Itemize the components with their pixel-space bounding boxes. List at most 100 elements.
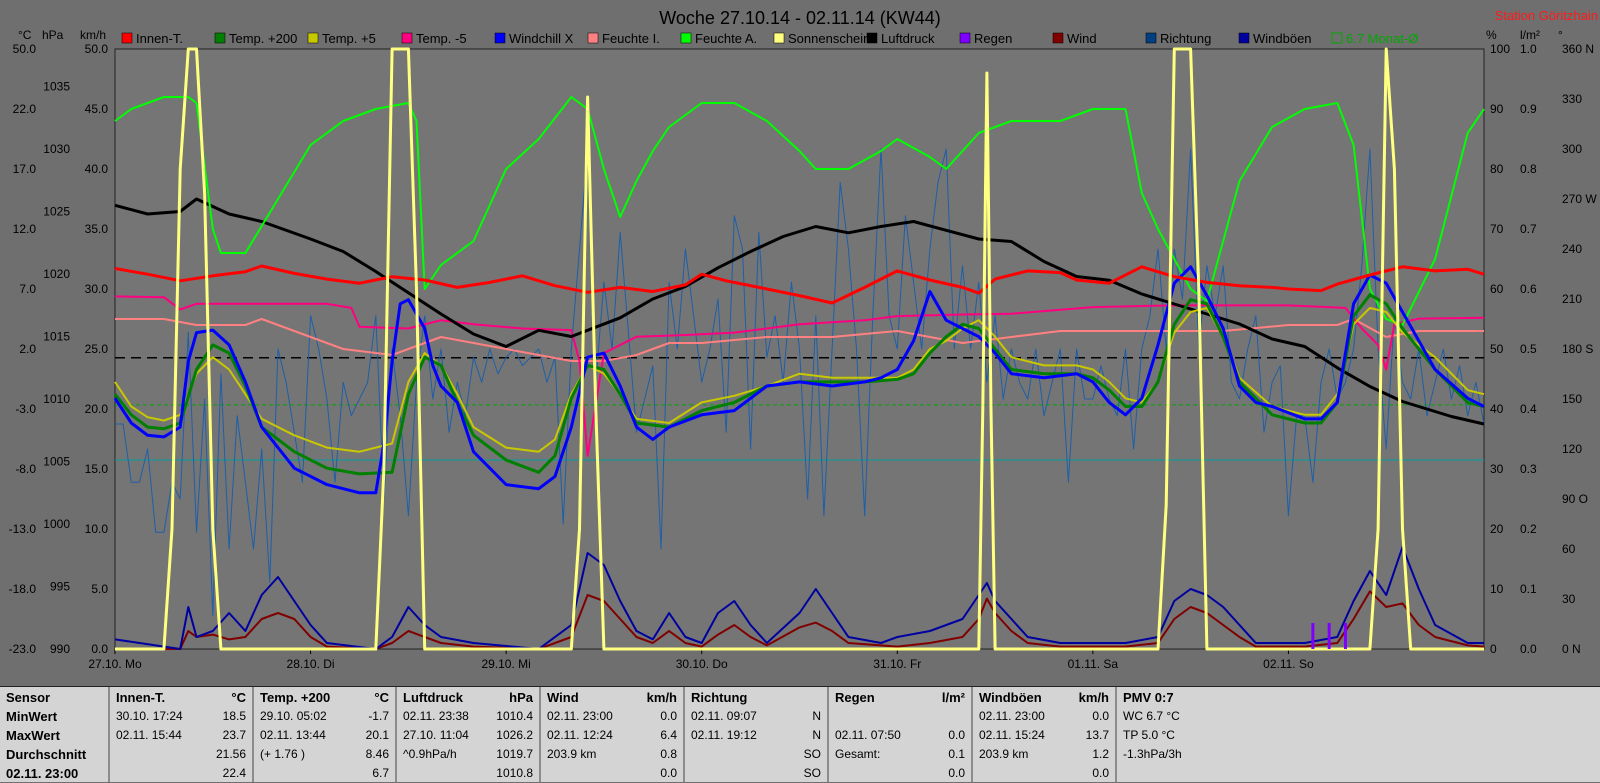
stats-value: 22.4 <box>222 766 246 780</box>
rain-tick-label: 0.9 <box>1520 102 1537 116</box>
series-line-temp-200 <box>113 293 1485 476</box>
stats-panel-pmv: PMV 0:7 WC 6.7 °C TP 5.0 °C -1.3hPa/3h <box>1117 687 1600 782</box>
stats-value: 0.0 <box>1092 766 1109 780</box>
stats-panel-richtung: Richtung 02.11. 09:07 N 02.11. 19:12 N SO … <box>685 687 829 782</box>
axes: 50.0 22.0 17.0 12.0 7.0 2.0 -3.0 -8.0 -13.0 -18.0… <box>9 42 1598 671</box>
legend-label: Temp. -5 <box>416 31 467 46</box>
temp-unit-label: °C <box>18 28 32 42</box>
legend-swatch <box>214 32 226 44</box>
speed-tick-label: 25.0 <box>85 342 109 356</box>
percent-tick-label: 90 <box>1490 102 1504 116</box>
legend-swatch <box>1052 32 1064 44</box>
stats-value: 0.0 <box>1092 709 1109 723</box>
legend-swatch <box>959 32 971 44</box>
station-name: Station Göritzhain <box>1495 8 1598 23</box>
stats-unit: l/m² <box>941 690 965 705</box>
stats-cell <box>691 764 773 783</box>
stats-value: 0.0 <box>948 728 965 742</box>
stats-row-label: MinWert <box>6 709 58 724</box>
pressure-tick-label: 995 <box>50 580 70 594</box>
direction-tick-label: 30 <box>1562 592 1576 606</box>
rain-tick-label: 0.4 <box>1520 402 1537 416</box>
stats-value: 0.0 <box>660 709 677 723</box>
rain-tick-label: 0.8 <box>1520 162 1537 176</box>
speed-tick-label: 45.0 <box>85 102 109 116</box>
series-line-temp-5 <box>114 306 1485 453</box>
x-tick-label: 02.11. So <box>1263 657 1314 671</box>
stats-value: 1010.4 <box>496 709 533 723</box>
grid <box>115 357 1484 461</box>
stats-cell: 02.11. 15:24 <box>979 728 1045 742</box>
stats-panel-regen: Regen l/m² 02.11. 07:50 0.0 Gesamt: 0.1 0.0 <box>829 687 973 782</box>
stats-cell <box>1123 764 1594 783</box>
legend-label: Richtung <box>1160 31 1211 46</box>
rain-tick-label: 0.5 <box>1520 342 1537 356</box>
rain-unit-label: l/m² <box>1520 28 1540 42</box>
stats-cell <box>835 764 917 783</box>
series-line-luftdruck <box>114 197 1485 426</box>
pressure-tick-label: 1010 <box>43 392 70 406</box>
stats-value: 13.7 <box>1085 728 1109 742</box>
legend-label: 6.7 Monat-Ø <box>1346 31 1418 46</box>
series-line-feuchte-a <box>114 96 1485 326</box>
stats-cell: 29.10. 05:02 <box>260 709 327 723</box>
rain-tick-label: 0.2 <box>1520 522 1537 536</box>
speed-tick-label: 10.0 <box>85 522 109 536</box>
rain-tick-label: 0.1 <box>1520 582 1537 596</box>
legend-label: Windchill X <box>509 31 574 46</box>
stats-row-label: 02.11. 23:00 <box>6 766 79 781</box>
legend-label: Feuchte I. <box>602 31 660 46</box>
legend-swatch <box>773 32 785 44</box>
direction-tick-label: 360 N <box>1562 42 1594 56</box>
series-line-sonnenschein <box>115 47 1484 651</box>
speed-tick-label: 40.0 <box>85 162 109 176</box>
legend-swatch <box>866 32 878 44</box>
legend-label: Temp. +5 <box>322 31 376 46</box>
stats-header: PMV 0:7 <box>1123 690 1174 705</box>
direction-tick-label: 120 <box>1562 442 1582 456</box>
pressure-tick-label: 1005 <box>43 455 70 469</box>
percent-tick-label: 60 <box>1490 282 1504 296</box>
x-tick-label: 31.10. Fr <box>873 657 921 671</box>
stats-unit: hPa <box>509 690 533 705</box>
stats-header: Temp. +200 <box>260 690 331 705</box>
stats-cell: 27.10. 11:04 <box>403 728 469 742</box>
legend-label: Windböen <box>1253 31 1312 46</box>
stats-value: N <box>812 709 821 723</box>
chart-title: Woche 27.10.14 - 02.11.14 (KW44) <box>659 8 941 28</box>
temp-tick-label: 50.0 <box>13 42 37 56</box>
stats-header: Regen <box>835 690 875 705</box>
stats-cell: TP 5.0 °C <box>1123 728 1175 742</box>
stats-unit: km/h <box>1078 690 1109 705</box>
stats-cell: 30.10. 17:24 <box>116 709 183 723</box>
direction-tick-label: 0 N <box>1562 642 1581 656</box>
legend-label: Feuchte A. <box>695 31 757 46</box>
stats-header: Wind <box>547 690 579 705</box>
legend-label: Luftdruck <box>881 31 935 46</box>
stats-cell: WC 6.7 °C <box>1123 709 1180 723</box>
stats-cell: 02.11. 23:38 <box>403 709 469 723</box>
stats-cell: (+ 1.76 ) <box>260 747 306 761</box>
speed-tick-label: 15.0 <box>85 462 109 476</box>
percent-tick-label: 100 <box>1490 42 1510 56</box>
weather-chart: Woche 27.10.14 - 02.11.14 (KW44) Station… <box>8 8 1598 671</box>
speed-tick-label: 35.0 <box>85 222 109 236</box>
stats-cell <box>260 764 341 783</box>
stats-row-label: MaxWert <box>6 728 60 743</box>
pressure-tick-label: 1020 <box>43 267 70 281</box>
pressure-unit-label: hPa <box>42 28 64 42</box>
stats-header: Windböen <box>979 690 1042 705</box>
stats-value: 0.0 <box>948 766 965 780</box>
stats-cell: 02.11. 13:44 <box>260 728 326 742</box>
percent-tick-label: 0 <box>1490 642 1497 656</box>
stats-value: 1019.7 <box>496 747 533 761</box>
stats-value: 6.7 <box>372 766 389 780</box>
stats-cell: 02.11. 19:12 <box>691 728 757 742</box>
stats-header: Sensor <box>6 690 51 705</box>
direction-tick-label: 300 <box>1562 142 1582 156</box>
stats-value <box>917 707 965 726</box>
direction-tick-label: 210 <box>1562 292 1582 306</box>
x-tick-label: 01.11. Sa <box>1068 657 1119 671</box>
stats-panel-temp200: Temp. +200 °C 29.10. 05:02 -1.7 02.11. 13:… <box>254 687 397 782</box>
legend-swatch <box>1238 32 1250 44</box>
